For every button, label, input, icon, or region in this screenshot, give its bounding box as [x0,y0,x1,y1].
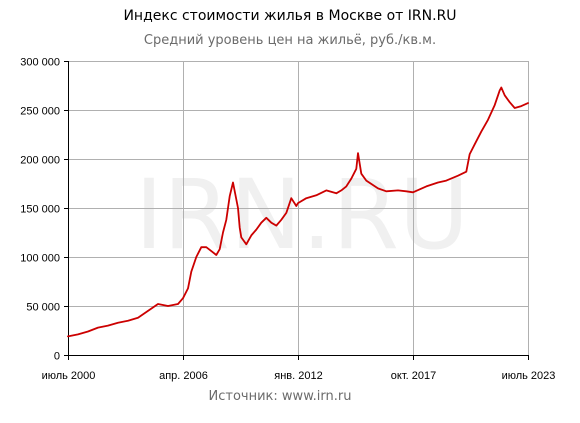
x-tick-label: июль 2023 [502,370,556,382]
y-tick-label: 250 000 [20,106,60,118]
x-tick-label: апр. 2006 [159,370,208,382]
y-tick-label: 100 000 [20,253,60,265]
chart-title: Индекс стоимости жилья в Москве от IRN.R… [123,8,457,24]
chart-subtitle: Средний уровень цен на жильё, руб./кв.м. [143,33,437,48]
x-tick-label: окт. 2017 [391,370,436,382]
y-tick-label: 300 000 [20,57,60,69]
watermark-text: IRN.RU [135,159,469,271]
y-tick-label: 150 000 [20,204,60,216]
series-line [67,86,529,338]
x-tick-label: янв. 2012 [274,370,322,382]
y-tick-label: 0 [54,351,60,363]
y-tick-label: 50 000 [26,302,60,314]
y-tick-label: 200 000 [20,155,60,167]
source-note: Источник: www.irn.ru [208,389,352,404]
x-tick-label: июль 2000 [42,370,96,382]
